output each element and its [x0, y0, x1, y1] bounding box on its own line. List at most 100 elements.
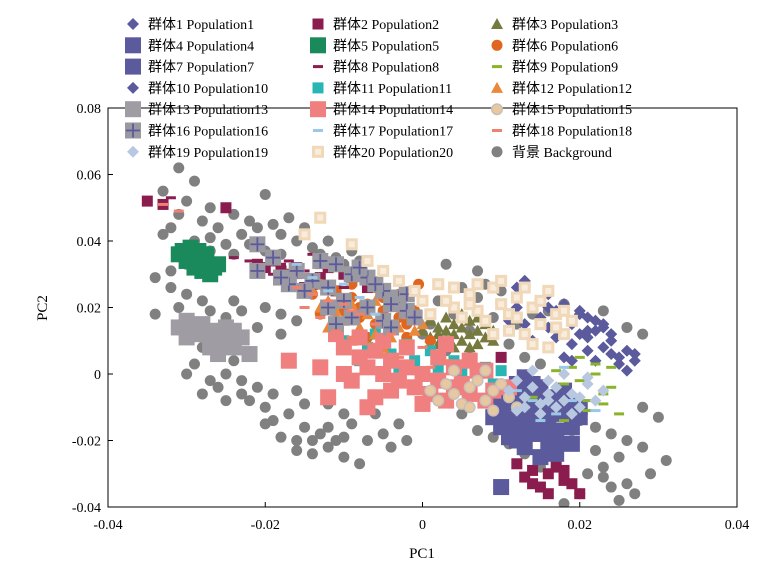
- legend: 群体1 Population1 群体2 Population2 群体3 Popula…: [125, 17, 632, 161]
- data-point: [548, 422, 565, 439]
- data-point: [620, 344, 633, 357]
- legend-item-6: 群体6 Population6: [491, 38, 618, 54]
- data-point: [597, 471, 609, 483]
- data-point: [220, 368, 232, 380]
- data-point: [558, 368, 571, 380]
- data-point: [558, 464, 570, 476]
- data-point: [181, 368, 193, 380]
- data-point: [299, 398, 311, 410]
- data-point: [581, 311, 594, 324]
- legend-label: 群体10 Population10: [148, 81, 268, 97]
- data-point: [406, 379, 423, 396]
- legend-item-12: 群体12 Population12: [491, 81, 632, 97]
- data-point: [408, 324, 421, 336]
- data-point: [511, 389, 522, 393]
- data-point: [597, 341, 610, 354]
- data-point: [338, 302, 349, 306]
- data-point: [359, 359, 376, 376]
- data-point: [565, 314, 578, 327]
- y-tick-label: 0.02: [77, 302, 102, 317]
- data-point: [582, 468, 594, 480]
- data-point: [288, 262, 305, 279]
- data-point: [188, 358, 200, 370]
- data-point: [338, 431, 350, 443]
- data-point: [581, 344, 594, 357]
- x-tick-label: -0.04: [93, 518, 122, 533]
- data-point: [542, 341, 555, 354]
- legend-marker: [313, 65, 323, 69]
- data-point: [447, 281, 460, 294]
- legend-marker: [312, 82, 324, 94]
- data-point: [471, 374, 484, 387]
- data-point: [589, 444, 601, 456]
- data-point: [432, 278, 445, 291]
- data-point: [383, 382, 400, 399]
- data-point: [559, 365, 570, 369]
- data-point: [455, 311, 468, 324]
- legend-marker: [491, 18, 503, 29]
- data-point: [563, 435, 580, 452]
- data-point: [370, 312, 381, 316]
- data-point: [312, 252, 329, 269]
- data-point: [471, 338, 484, 350]
- data-point: [621, 321, 633, 333]
- data-point: [236, 375, 248, 387]
- data-point: [566, 365, 577, 369]
- series-5: [170, 239, 227, 283]
- data-point: [204, 232, 216, 244]
- data-point: [447, 318, 460, 330]
- legend-marker: [125, 58, 141, 75]
- data-point: [495, 377, 508, 390]
- legend-label: 群体14 Population14: [333, 102, 453, 118]
- legend-item-4: 群体4 Population4: [125, 37, 254, 54]
- data-point: [637, 441, 649, 453]
- data-point: [590, 372, 601, 376]
- data-point: [335, 366, 352, 382]
- data-point: [558, 394, 571, 407]
- series-18: [158, 202, 452, 369]
- y-tick-label: 0.08: [77, 102, 102, 117]
- data-point: [361, 254, 374, 267]
- series-13: [170, 312, 258, 363]
- data-point: [414, 366, 431, 382]
- data-point: [613, 451, 625, 463]
- data-point: [605, 481, 617, 493]
- data-point: [291, 262, 302, 266]
- data-point: [416, 294, 429, 307]
- data-point: [424, 314, 437, 326]
- data-point: [440, 311, 453, 323]
- data-point: [581, 377, 594, 390]
- data-point: [621, 478, 633, 490]
- data-point: [487, 328, 500, 341]
- data-point: [196, 295, 208, 307]
- data-point: [518, 281, 531, 294]
- data-point: [440, 294, 453, 307]
- data-point: [487, 404, 500, 417]
- legend-label: 群体19 Population19: [148, 145, 268, 161]
- data-point: [441, 359, 452, 363]
- data-point: [173, 209, 184, 213]
- data-point: [613, 494, 625, 506]
- data-point: [322, 235, 334, 247]
- data-point: [377, 428, 389, 440]
- data-point: [398, 359, 415, 376]
- data-point: [375, 366, 392, 382]
- data-point: [383, 296, 400, 313]
- data-point: [637, 401, 649, 413]
- data-point: [181, 288, 193, 300]
- y-tick-label: -0.02: [72, 435, 101, 450]
- data-point: [510, 404, 523, 417]
- legend-marker: [127, 81, 139, 94]
- data-point: [542, 394, 555, 407]
- data-point: [375, 332, 392, 349]
- data-point: [455, 334, 468, 346]
- data-point: [283, 408, 295, 420]
- data-point: [597, 305, 609, 317]
- data-point: [157, 185, 169, 197]
- data-point: [471, 278, 484, 291]
- data-point: [259, 418, 271, 430]
- data-point: [306, 242, 318, 254]
- data-point: [502, 391, 515, 404]
- data-point: [532, 449, 549, 466]
- data-point: [359, 299, 376, 316]
